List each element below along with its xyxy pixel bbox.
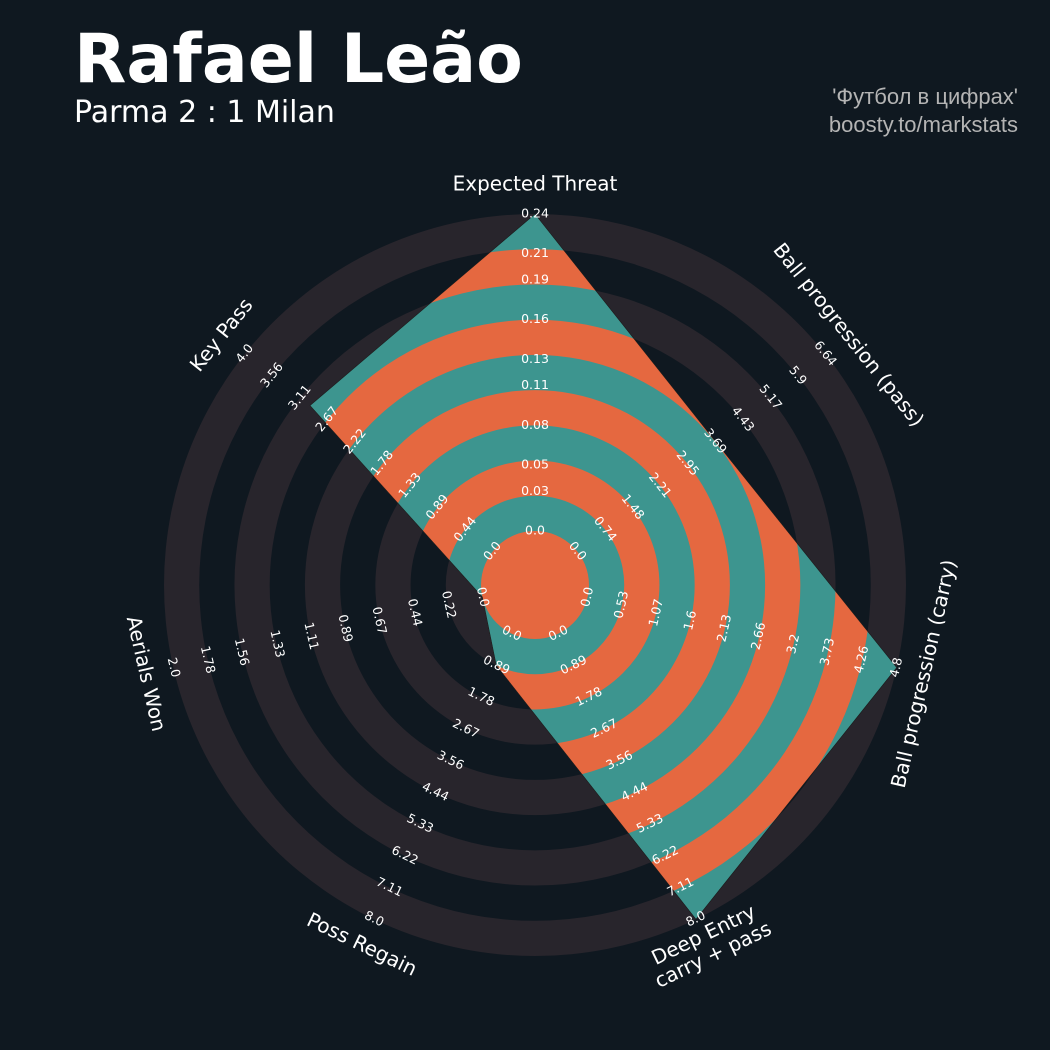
tick-label: 1.07 [645, 597, 666, 627]
tick-label: 2.0 [165, 656, 184, 679]
tick-label: 0.24 [521, 206, 549, 221]
tick-label: 0.03 [521, 483, 549, 498]
chart-title: Rafael Leão [74, 20, 523, 99]
tick-label: 0.0 [474, 585, 493, 608]
tick-label: 4.26 [851, 644, 872, 675]
tick-label: 0.13 [521, 351, 549, 366]
tick-label: 0.0 [525, 523, 545, 538]
tick-label: 1.11 [301, 621, 322, 651]
tick-label: 0.11 [521, 377, 549, 392]
tick-label: 0.0 [577, 585, 596, 608]
tick-label: 0.21 [521, 245, 549, 260]
tick-label: 0.89 [335, 613, 356, 644]
tick-label: 0.05 [521, 456, 549, 471]
tick-label: 1.33 [267, 628, 288, 658]
tick-label: 1.56 [232, 637, 253, 668]
credit: 'Футбол в цифрах' [832, 84, 1018, 109]
credit: boosty.to/markstats [829, 112, 1018, 137]
tick-label: 0.67 [369, 605, 390, 635]
chart-subtitle: Parma 2 : 1 Milan [74, 95, 335, 130]
tick-label: 2.13 [713, 613, 734, 643]
tick-label: 0.53 [610, 589, 631, 619]
radar-area [309, 213, 898, 920]
tick-label: 0.19 [521, 272, 549, 287]
tick-label: 0.08 [521, 417, 549, 432]
tick-label: 3.2 [783, 632, 802, 655]
tick-label: 2.66 [748, 621, 769, 652]
tick-label: 1.78 [198, 644, 219, 675]
tick-label: 1.6 [680, 609, 699, 632]
radar-band [485, 535, 585, 635]
axis-label: Expected Threat [453, 172, 618, 196]
tick-label: 0.16 [521, 311, 549, 326]
tick-label: 4.8 [886, 656, 905, 679]
tick-label: 3.73 [816, 636, 837, 666]
tick-label: 0.44 [405, 597, 426, 628]
tick-label: 0.22 [439, 589, 460, 619]
